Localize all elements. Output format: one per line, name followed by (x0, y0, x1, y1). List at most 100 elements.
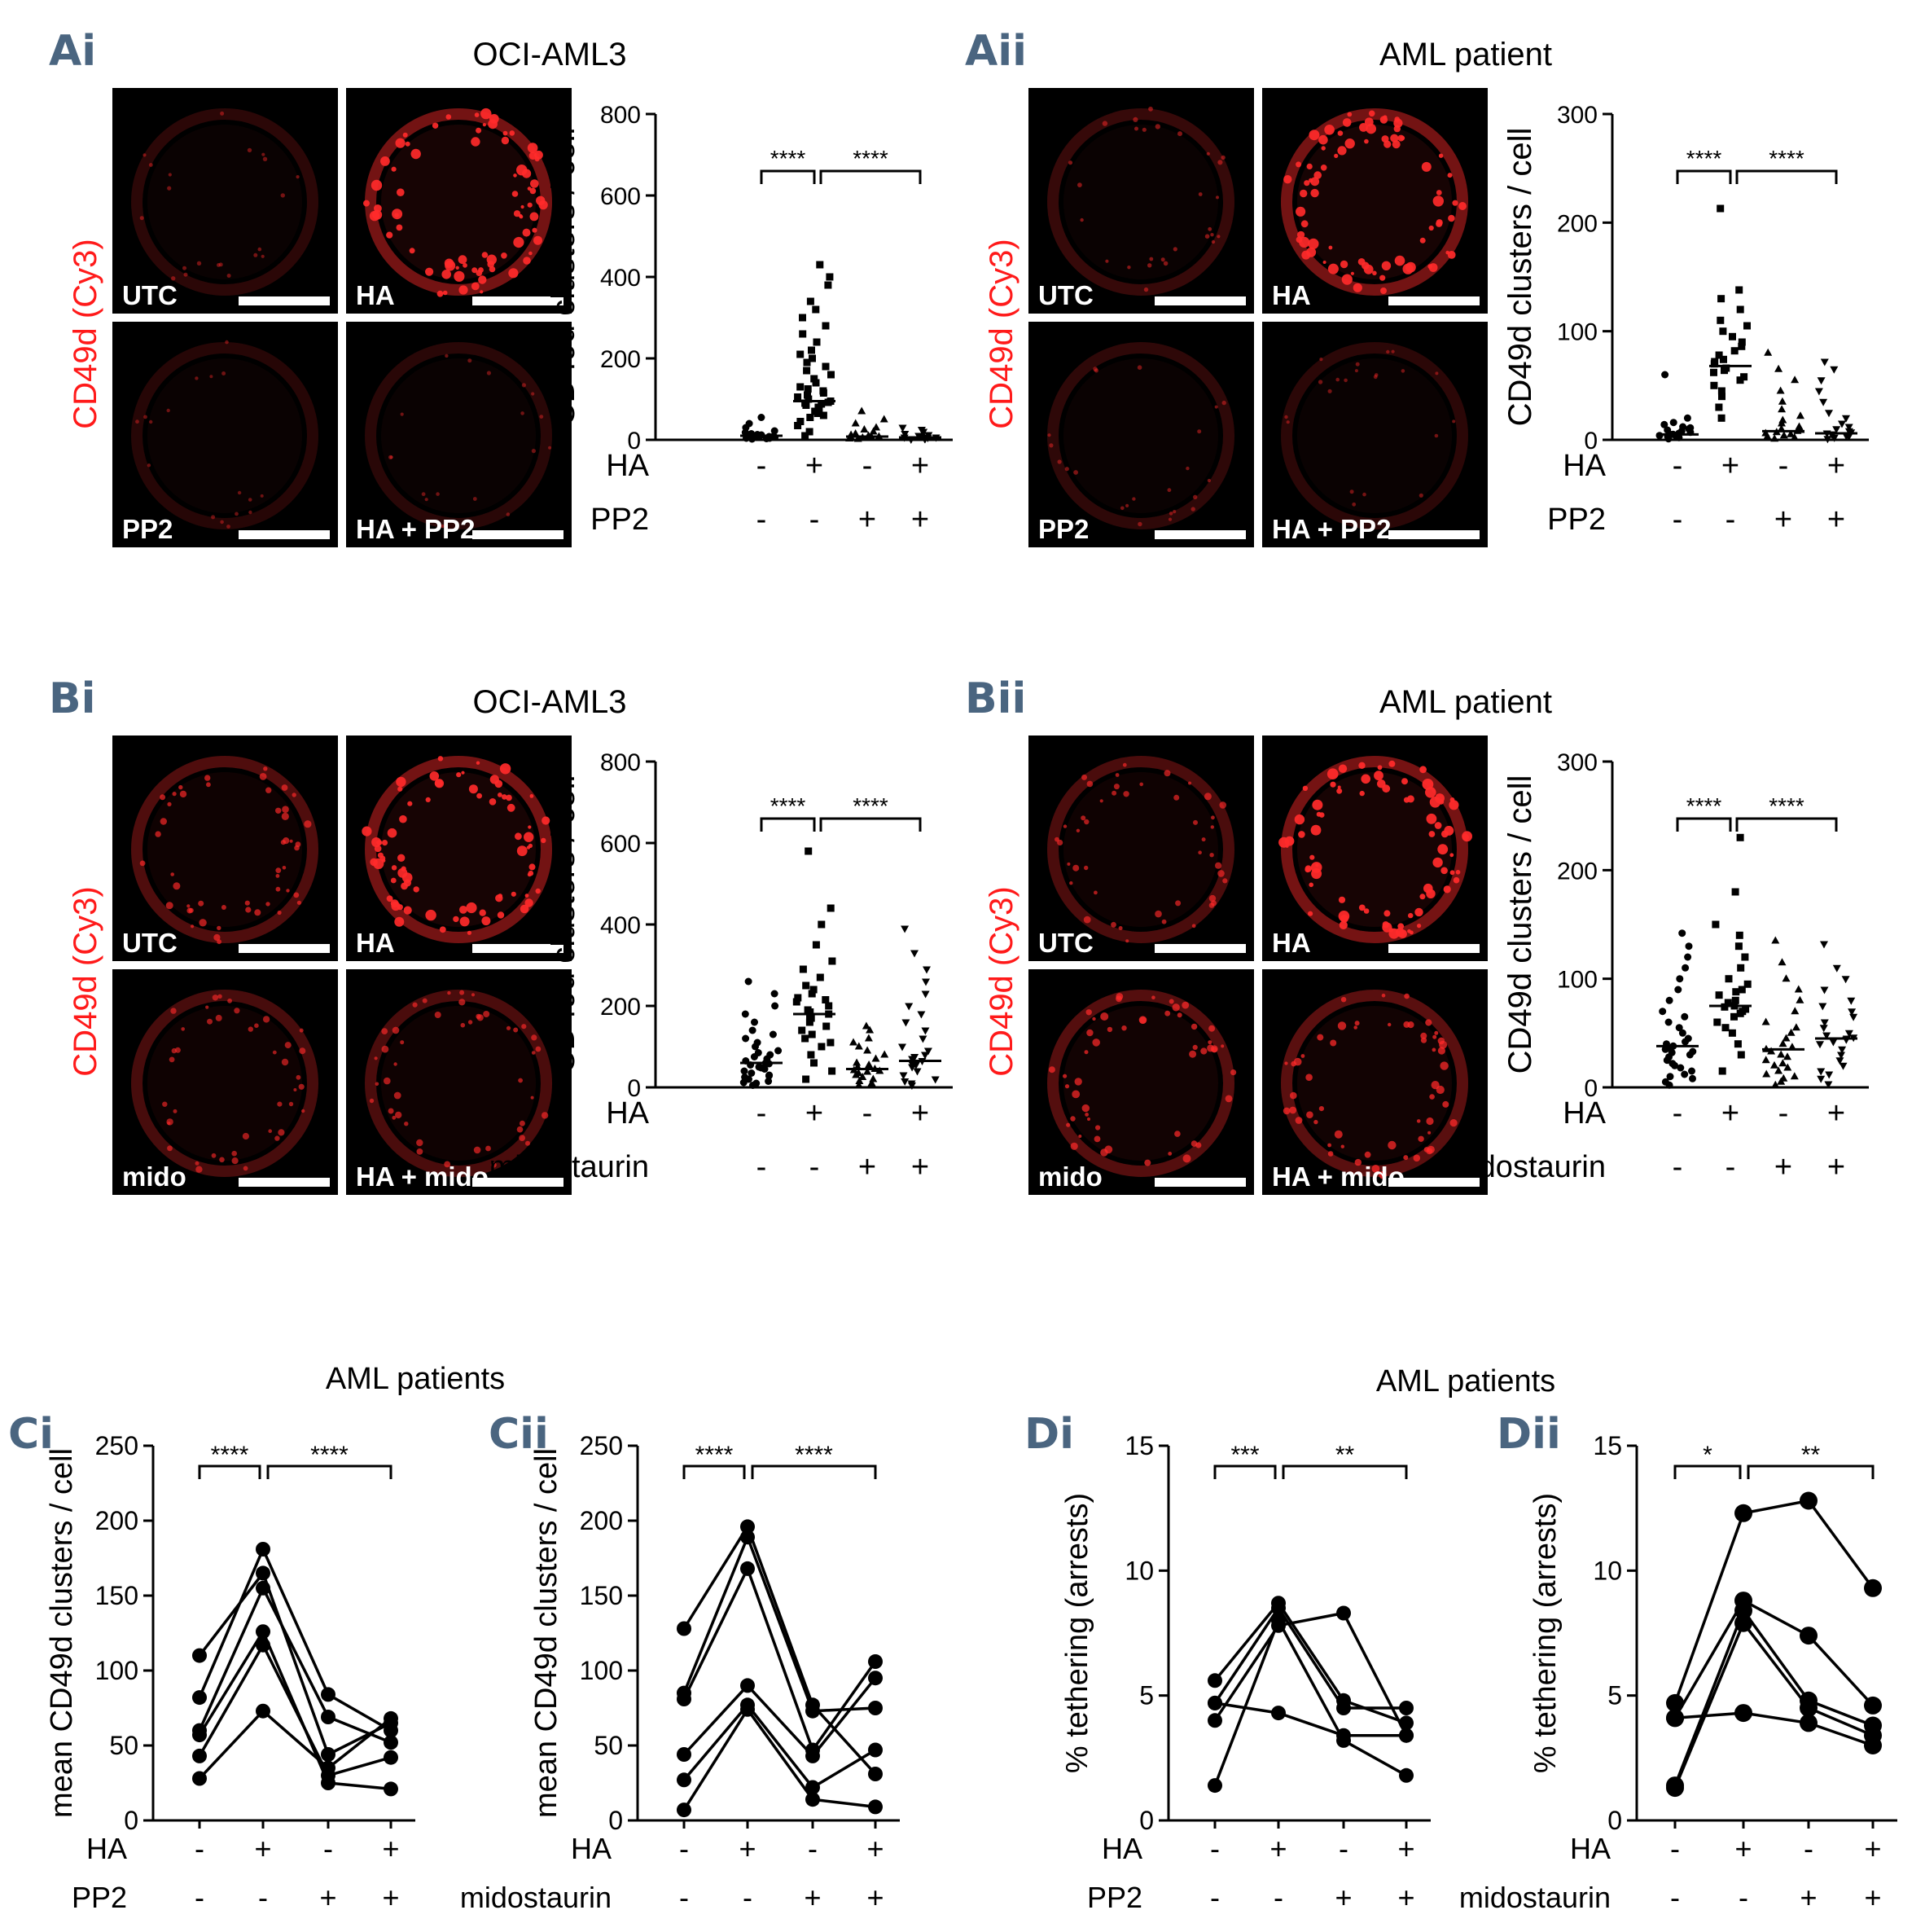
data-point (1816, 1041, 1824, 1049)
cluster-spot (532, 227, 537, 233)
data-point (1743, 980, 1752, 988)
cluster-spot (395, 1111, 402, 1119)
y-tick-label: 0 (124, 1806, 138, 1835)
micrograph: mido (1028, 969, 1254, 1195)
data-point (1665, 996, 1673, 1004)
cluster-spot (217, 925, 221, 931)
cluster-spot (1436, 1085, 1445, 1095)
cluster-spot (198, 900, 204, 907)
micrograph-background (112, 322, 338, 547)
cluster-spot (444, 1161, 451, 1168)
cluster-spot (1286, 420, 1290, 424)
data-point (1729, 332, 1736, 340)
cluster-spot (1193, 819, 1198, 825)
cell-membrane (131, 990, 318, 1177)
data-point (677, 1692, 691, 1706)
data-point (774, 1047, 783, 1055)
y-tick-label: 15 (1125, 1431, 1154, 1460)
cluster-spot (1401, 369, 1405, 373)
cluster-spot (195, 1161, 200, 1166)
y-tick-label: 800 (600, 102, 641, 129)
data-point (1770, 434, 1779, 442)
cluster-spot (476, 793, 482, 799)
cluster-spot (1413, 1154, 1421, 1162)
cluster-spot (1064, 1084, 1070, 1089)
data-point (321, 1747, 335, 1762)
panel-label: Cii (489, 1410, 549, 1459)
data-point (860, 425, 869, 433)
panel-label: Dii (1497, 1410, 1561, 1459)
cluster-spot (1191, 924, 1196, 929)
cluster-spot (1093, 367, 1098, 371)
data-point (1677, 1064, 1685, 1072)
cluster-spot (211, 1153, 217, 1158)
image-label: HA (1272, 280, 1311, 310)
data-point (1738, 342, 1746, 350)
significance-bracket: **** (682, 1442, 746, 1479)
cluster-spot (1368, 110, 1375, 117)
micrograph: mido (112, 969, 338, 1195)
cluster-spot (1317, 1034, 1324, 1041)
micrograph: HA (1262, 88, 1488, 314)
cluster-spot (1121, 1025, 1127, 1031)
cluster-spot (1420, 1032, 1427, 1039)
y-tick-label: 100 (1557, 967, 1598, 994)
cluster-spot (173, 882, 181, 890)
panel-label: Ai (49, 27, 96, 76)
data-point (1674, 986, 1682, 994)
cluster-spot (281, 784, 288, 791)
data-point (804, 391, 811, 399)
cluster-spot (143, 415, 147, 419)
data-point (1735, 931, 1743, 939)
cluster-spot (1362, 492, 1366, 497)
cluster-spot (467, 358, 472, 363)
bracket-line (1213, 1464, 1277, 1479)
data-point (1681, 1012, 1689, 1021)
image-label: UTC (1038, 280, 1094, 310)
cluster-spot (1182, 1154, 1191, 1163)
cluster-spot (196, 261, 202, 266)
cluster-spot (1160, 257, 1165, 262)
data-point (1660, 420, 1668, 428)
cluster-spot (485, 1145, 491, 1152)
cluster-spot (1344, 378, 1348, 383)
row-sign: + (254, 1832, 271, 1865)
micrograph: UTC (112, 88, 338, 314)
significance-stars: **** (310, 1442, 349, 1469)
cell-body (147, 358, 302, 513)
series-line (1666, 1592, 1882, 1728)
data-point (805, 1018, 813, 1026)
cluster-spot (1169, 512, 1173, 516)
row-label: HA (1102, 1832, 1142, 1865)
series-line (1208, 1613, 1414, 1794)
cluster-spot (404, 879, 411, 887)
data-point (1823, 436, 1832, 444)
data-point (1736, 833, 1744, 841)
data-point (866, 1025, 875, 1034)
cluster-spot (1284, 836, 1295, 846)
series-line (192, 1637, 398, 1783)
data-point (802, 1075, 810, 1083)
cluster-spot (522, 228, 531, 237)
cluster-spot (437, 756, 444, 762)
cluster-spot (489, 798, 497, 806)
cell-body (381, 772, 536, 927)
series-line (1666, 1491, 1882, 1712)
micrograph: PP2 (1028, 322, 1254, 547)
data-point (1835, 1057, 1844, 1065)
data-point (923, 966, 931, 974)
scale-bar (472, 296, 563, 305)
y-axis-label: CD49d clusters / cell (1502, 775, 1538, 1074)
cluster-spot (511, 191, 519, 197)
cluster-spot (1219, 801, 1226, 809)
significance-stars: **** (853, 793, 888, 819)
cluster-spot (1161, 919, 1167, 924)
data-point (192, 1690, 207, 1706)
cluster-spot (1302, 785, 1309, 791)
cluster-spot (434, 1012, 441, 1018)
panel-Cii: Cii 0 50 100 150 200 250 mean CD49d clusters / … (460, 1410, 900, 1914)
image-label: PP2 (122, 514, 173, 544)
data-point (1664, 1018, 1673, 1026)
cluster-spot (1083, 916, 1091, 924)
